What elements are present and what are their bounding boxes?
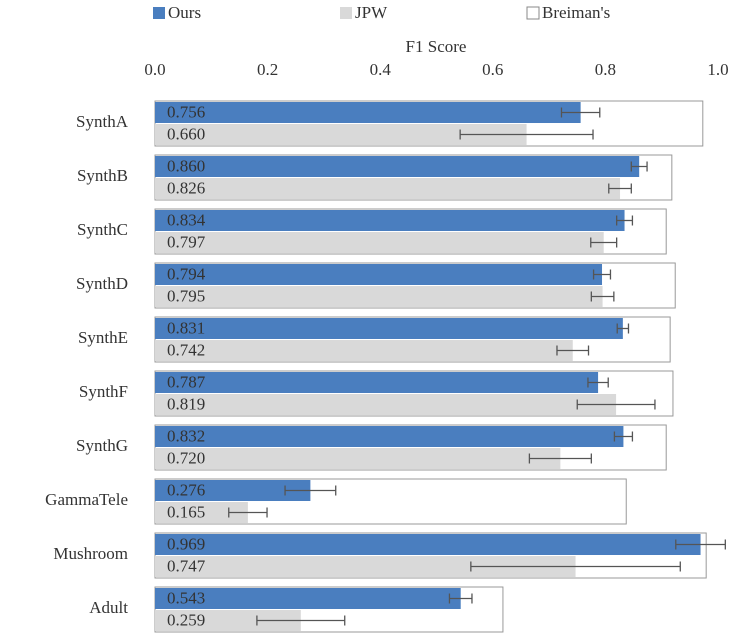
x-tick-label: 0.8 (595, 60, 616, 79)
error-bar (560, 107, 601, 118)
error-bar (590, 291, 615, 302)
x-tick-label: 0.4 (370, 60, 392, 79)
category-label: SynthE (78, 328, 128, 347)
bar (155, 610, 301, 631)
value-label: 0.969 (167, 534, 205, 553)
bar (155, 156, 640, 177)
value-label: 0.259 (167, 610, 205, 629)
value-label: 0.834 (167, 210, 206, 229)
x-tick-label: 0.0 (144, 60, 165, 79)
bar (155, 340, 573, 361)
value-label: 0.720 (167, 448, 205, 467)
error-bar (470, 561, 681, 572)
category-label: GammaTele (45, 490, 128, 509)
bar (155, 286, 603, 307)
value-label: 0.832 (167, 426, 205, 445)
value-label: 0.795 (167, 286, 205, 305)
x-axis-title: F1 Score (406, 37, 467, 56)
bar (155, 588, 461, 609)
error-bar (630, 161, 648, 172)
legend-label: JPW (355, 3, 388, 22)
category-label: Mushroom (53, 544, 128, 563)
legend-label: Breiman's (542, 3, 610, 22)
error-bar (228, 507, 268, 518)
error-bar (576, 399, 656, 410)
error-bar (613, 431, 634, 442)
category-label: SynthA (76, 112, 129, 131)
x-tick-label: 1.0 (707, 60, 728, 79)
value-label: 0.543 (167, 588, 205, 607)
value-label: 0.742 (167, 340, 205, 359)
value-label: 0.660 (167, 124, 205, 143)
error-bar (608, 183, 632, 194)
bar (155, 318, 623, 339)
x-tick-label: 0.2 (257, 60, 278, 79)
bar (155, 102, 581, 123)
value-label: 0.819 (167, 394, 205, 413)
error-bar (616, 323, 630, 334)
bar (155, 178, 621, 199)
bar (155, 480, 311, 501)
value-label: 0.747 (167, 556, 206, 575)
error-bar (592, 269, 612, 280)
error-bar (616, 215, 634, 226)
category-label: SynthB (77, 166, 128, 185)
bar (155, 556, 576, 577)
bar (155, 394, 617, 415)
value-label: 0.756 (167, 102, 205, 121)
error-bar (587, 377, 609, 388)
error-bar (256, 615, 346, 626)
bar (155, 124, 527, 145)
category-label: SynthC (77, 220, 128, 239)
error-bar (590, 237, 618, 248)
error-bar (459, 129, 594, 140)
bar (155, 232, 604, 253)
error-bar (675, 539, 726, 550)
error-bar (448, 593, 473, 604)
bar (155, 372, 599, 393)
error-bar (284, 485, 337, 496)
x-tick-label: 0.6 (482, 60, 503, 79)
category-label: SynthF (79, 382, 128, 401)
value-label: 0.787 (167, 372, 206, 391)
value-label: 0.276 (167, 480, 205, 499)
value-label: 0.831 (167, 318, 205, 337)
legend-swatch (153, 7, 165, 19)
category-label: SynthD (76, 274, 128, 293)
value-label: 0.826 (167, 178, 205, 197)
bar (155, 426, 624, 447)
bar (155, 534, 701, 555)
bar (155, 210, 625, 231)
value-label: 0.797 (167, 232, 206, 251)
bar (155, 502, 248, 523)
legend-label: Ours (168, 3, 201, 22)
bar (155, 448, 561, 469)
bar (155, 264, 603, 285)
error-bar (528, 453, 592, 464)
value-label: 0.860 (167, 156, 205, 175)
value-label: 0.794 (167, 264, 206, 283)
error-bar (556, 345, 590, 356)
legend-swatch (340, 7, 352, 19)
category-label: Adult (89, 598, 128, 617)
category-label: SynthG (76, 436, 128, 455)
legend-swatch (526, 6, 540, 20)
value-label: 0.165 (167, 502, 205, 521)
